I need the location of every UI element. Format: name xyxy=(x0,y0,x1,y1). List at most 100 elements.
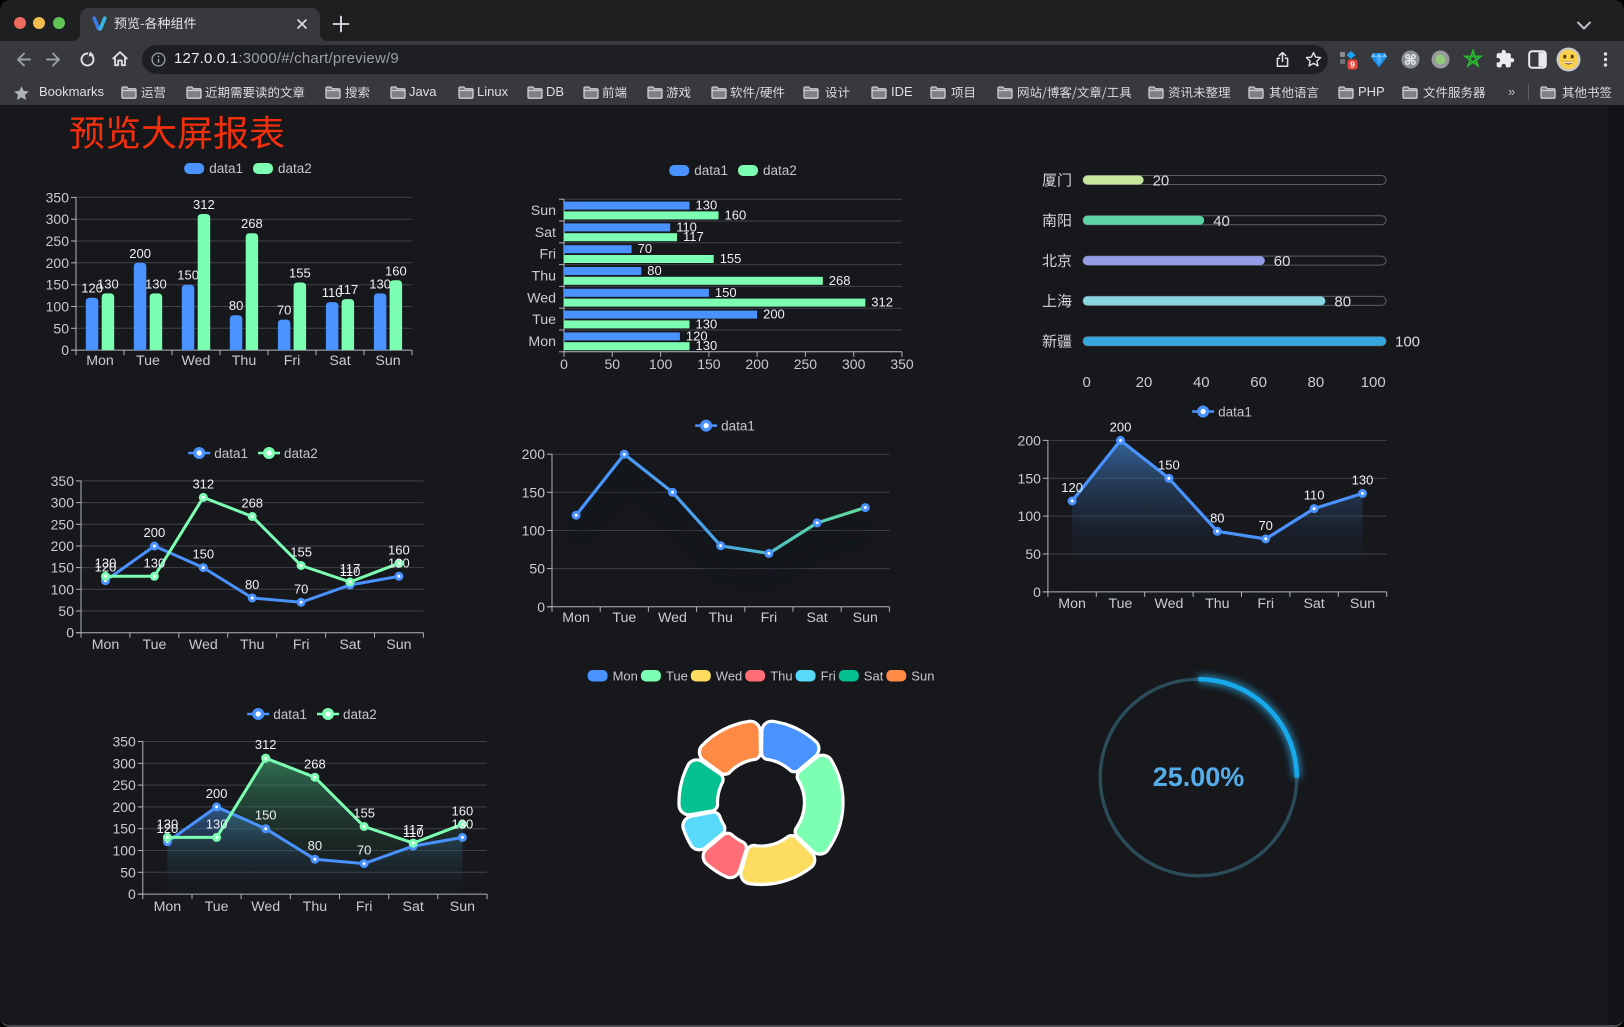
svg-text:80: 80 xyxy=(308,838,322,853)
svg-text:Mon: Mon xyxy=(1058,596,1086,612)
svg-text:Tue: Tue xyxy=(142,637,166,653)
svg-text:80: 80 xyxy=(647,263,661,278)
svg-text:Sat: Sat xyxy=(403,899,424,915)
svg-text:Fri: Fri xyxy=(293,637,310,653)
svg-text:130: 130 xyxy=(388,555,410,570)
svg-text:Sat: Sat xyxy=(864,669,884,684)
svg-text:Mon: Mon xyxy=(86,353,114,369)
svg-text:Mon: Mon xyxy=(92,637,120,653)
svg-text:160: 160 xyxy=(385,263,407,278)
svg-text:100: 100 xyxy=(46,299,70,315)
svg-text:Sun: Sun xyxy=(1350,596,1375,612)
svg-text:155: 155 xyxy=(289,266,311,281)
svg-text:Thu: Thu xyxy=(1205,596,1229,612)
svg-text:Tue: Tue xyxy=(532,312,556,328)
svg-text:117: 117 xyxy=(403,822,424,837)
svg-text:Sat: Sat xyxy=(1303,596,1324,612)
svg-text:60: 60 xyxy=(1274,253,1291,270)
svg-text:350: 350 xyxy=(112,734,136,750)
svg-text:data1: data1 xyxy=(694,163,728,178)
svg-text:155: 155 xyxy=(353,806,375,821)
svg-text:data2: data2 xyxy=(278,161,312,176)
svg-text:350: 350 xyxy=(51,473,75,489)
svg-text:150: 150 xyxy=(112,821,136,837)
svg-text:Sun: Sun xyxy=(375,353,400,369)
svg-text:Sun: Sun xyxy=(531,203,556,219)
svg-text:130: 130 xyxy=(157,816,179,831)
svg-text:150: 150 xyxy=(177,268,199,283)
svg-text:200: 200 xyxy=(144,525,166,540)
svg-text:100: 100 xyxy=(1395,334,1420,351)
svg-text:40: 40 xyxy=(1213,213,1230,230)
svg-text:40: 40 xyxy=(1193,374,1210,391)
svg-text:110: 110 xyxy=(340,564,361,579)
svg-text:120: 120 xyxy=(81,281,103,296)
svg-text:0: 0 xyxy=(560,356,568,372)
svg-text:80: 80 xyxy=(1308,374,1325,391)
svg-text:120: 120 xyxy=(157,821,179,836)
svg-text:250: 250 xyxy=(794,356,818,372)
svg-text:0: 0 xyxy=(537,599,545,615)
svg-text:Wed: Wed xyxy=(1154,596,1183,612)
svg-text:20: 20 xyxy=(1153,173,1170,190)
svg-text:110: 110 xyxy=(322,285,343,300)
svg-text:0: 0 xyxy=(66,625,74,641)
svg-text:130: 130 xyxy=(696,316,718,331)
svg-text:70: 70 xyxy=(638,241,652,256)
svg-text:312: 312 xyxy=(193,197,215,212)
svg-text:70: 70 xyxy=(277,303,291,318)
svg-text:200: 200 xyxy=(46,255,70,271)
svg-text:70: 70 xyxy=(357,843,371,858)
svg-text:200: 200 xyxy=(745,356,769,372)
svg-text:data2: data2 xyxy=(284,446,318,461)
svg-text:80: 80 xyxy=(1334,293,1351,310)
svg-text:80: 80 xyxy=(229,298,243,313)
svg-text:70: 70 xyxy=(294,581,308,596)
svg-text:312: 312 xyxy=(871,295,893,310)
svg-text:160: 160 xyxy=(388,542,410,557)
svg-text:155: 155 xyxy=(720,251,742,266)
svg-text:80: 80 xyxy=(245,577,259,592)
svg-text:200: 200 xyxy=(206,786,228,801)
svg-text:9: 9 xyxy=(1350,59,1355,69)
svg-text:data1: data1 xyxy=(209,161,243,176)
svg-text:160: 160 xyxy=(725,207,747,222)
svg-text:130: 130 xyxy=(452,816,474,831)
svg-text:100: 100 xyxy=(1361,374,1386,391)
svg-text:80: 80 xyxy=(1210,510,1224,525)
svg-text:300: 300 xyxy=(51,495,75,511)
svg-text:117: 117 xyxy=(683,229,704,244)
svg-text:50: 50 xyxy=(605,356,621,372)
svg-text:130: 130 xyxy=(696,338,718,353)
svg-text:100: 100 xyxy=(51,581,75,597)
svg-text:250: 250 xyxy=(46,233,70,249)
svg-text:50: 50 xyxy=(529,561,545,577)
svg-text:50: 50 xyxy=(120,864,136,880)
svg-text:Sat: Sat xyxy=(329,353,350,369)
svg-text:Mon: Mon xyxy=(154,899,182,915)
svg-text:130: 130 xyxy=(145,276,167,291)
svg-text:155: 155 xyxy=(290,545,312,560)
svg-text:Fri: Fri xyxy=(539,247,556,263)
svg-text:data1: data1 xyxy=(214,446,248,461)
svg-text:200: 200 xyxy=(129,246,151,261)
svg-text:300: 300 xyxy=(46,211,70,227)
svg-text:312: 312 xyxy=(255,737,277,752)
svg-text:Mon: Mon xyxy=(528,334,556,350)
svg-text:0: 0 xyxy=(61,342,69,358)
svg-text:268: 268 xyxy=(304,756,326,771)
svg-text:200: 200 xyxy=(522,446,546,462)
svg-text:100: 100 xyxy=(649,356,673,372)
svg-text:100: 100 xyxy=(112,843,136,859)
svg-text:110: 110 xyxy=(1304,488,1325,503)
svg-text:350: 350 xyxy=(890,356,914,372)
svg-text:Wed: Wed xyxy=(658,610,687,626)
svg-text:117: 117 xyxy=(338,282,359,297)
svg-text:50: 50 xyxy=(1025,546,1041,562)
svg-text:300: 300 xyxy=(842,356,866,372)
svg-text:Wed: Wed xyxy=(527,290,556,306)
svg-text:130: 130 xyxy=(95,555,117,570)
svg-text:data2: data2 xyxy=(763,163,797,178)
svg-text:Thu: Thu xyxy=(532,269,556,285)
svg-text:Wed: Wed xyxy=(182,353,211,369)
